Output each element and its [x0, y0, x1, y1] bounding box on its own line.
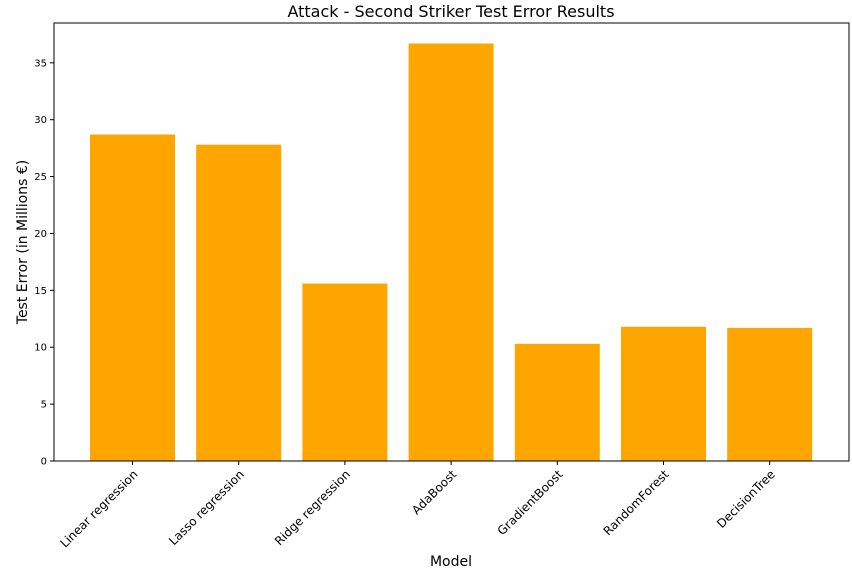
y-tick-label: 25: [34, 172, 47, 183]
bar-gradientboost: [514, 343, 600, 461]
x-tick-label: Lasso regression: [166, 467, 247, 548]
y-tick-label: 0: [41, 457, 47, 468]
y-tick-label: 15: [34, 286, 47, 297]
bars-group: [90, 43, 813, 462]
y-tick-label: 10: [34, 343, 47, 354]
bar-randomforest: [621, 326, 706, 461]
bar-lasso-regression: [196, 144, 282, 462]
x-tick-label: GradientBoost: [495, 467, 566, 538]
bar-decisiontree: [727, 327, 813, 461]
x-tick-label: Linear regression: [57, 467, 140, 550]
x-tick-label: DecisionTree: [714, 467, 778, 531]
y-tick-label: 35: [34, 58, 47, 69]
x-tick-label: RandomForest: [601, 467, 672, 538]
y-tick-label: 30: [34, 115, 47, 126]
bar-ridge-regression: [302, 283, 388, 461]
chart-title: Attack - Second Striker Test Error Resul…: [287, 2, 614, 21]
x-axis-ticks: Linear regression Lasso regression Ridge r…: [57, 461, 778, 550]
bar-linear-regression: [90, 134, 175, 461]
bar-adaboost: [408, 43, 494, 462]
x-tick-label: AdaBoost: [409, 467, 459, 517]
x-axis-label: Model: [430, 554, 472, 570]
y-axis-label: Test Error (in Millions €): [15, 160, 31, 325]
y-tick-label: 20: [34, 229, 47, 240]
x-tick-label: Ridge regression: [272, 467, 353, 548]
y-tick-label: 5: [41, 400, 47, 411]
y-axis-ticks: 0 5 10 15 20 25 30 35: [34, 58, 54, 468]
